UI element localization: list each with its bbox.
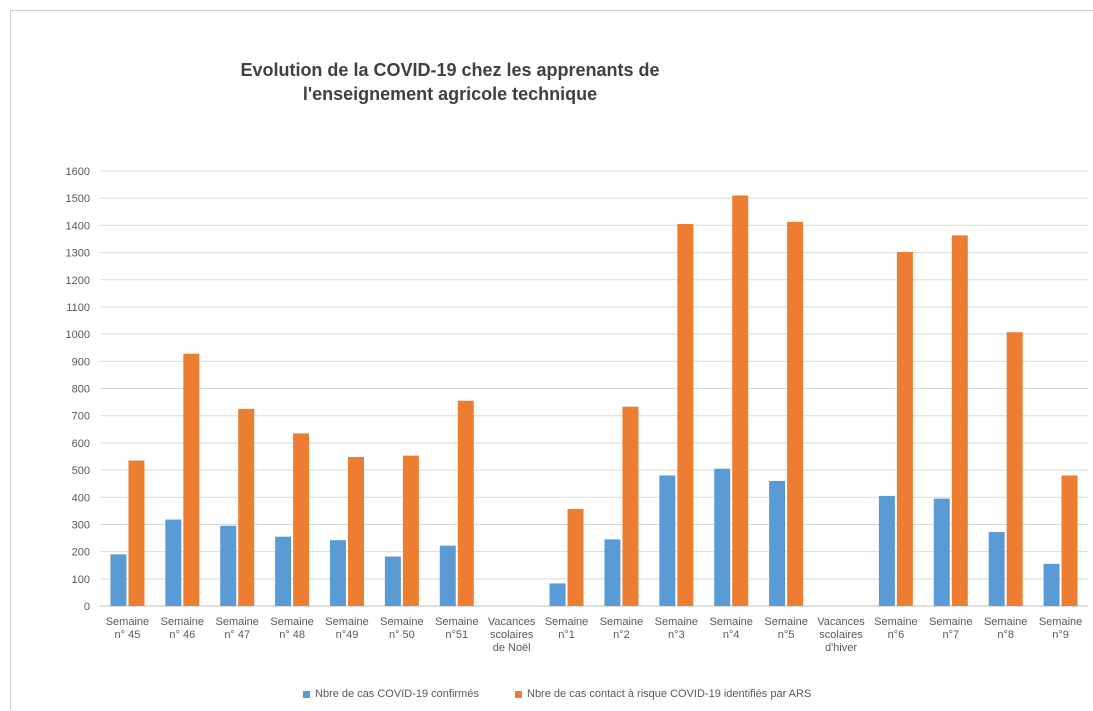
bar-confirmed bbox=[384, 556, 401, 606]
x-tick-label: Semaine bbox=[929, 616, 972, 628]
x-tick-label: Semaine bbox=[325, 616, 368, 628]
bar-confirmed bbox=[549, 583, 566, 606]
x-tick-label: n°51 bbox=[445, 629, 468, 641]
y-tick-label: 500 bbox=[72, 465, 90, 477]
bar-contact bbox=[896, 252, 913, 607]
bar-confirmed bbox=[220, 525, 237, 606]
y-tick-label: 1400 bbox=[66, 220, 90, 232]
bar-contact bbox=[348, 457, 364, 606]
y-tick-label: 1100 bbox=[66, 302, 90, 314]
bar-contact bbox=[732, 195, 749, 606]
y-tick-label: 800 bbox=[72, 384, 90, 396]
x-tick-label: Semaine bbox=[874, 616, 917, 628]
x-tick-label: Semaine bbox=[984, 616, 1027, 628]
bar-contact bbox=[128, 460, 145, 606]
x-tick-label: Semaine bbox=[216, 616, 259, 628]
y-tick-label: 700 bbox=[72, 411, 90, 423]
y-tick-label: 1500 bbox=[66, 193, 90, 205]
legend-swatch bbox=[515, 690, 522, 698]
bar-contact bbox=[1061, 475, 1078, 606]
x-tick-label: Semaine bbox=[106, 616, 149, 628]
x-tick-label: Semaine bbox=[380, 616, 423, 628]
x-tick-label: Semaine bbox=[764, 616, 807, 628]
x-tick-label: Vacances bbox=[488, 616, 536, 628]
x-tick-label: n°2 bbox=[613, 629, 630, 641]
bar-confirmed bbox=[165, 519, 182, 606]
bar-confirmed bbox=[878, 495, 895, 606]
x-tick-label: de Noël bbox=[493, 642, 531, 654]
y-tick-label: 900 bbox=[72, 356, 90, 368]
bar-confirmed bbox=[988, 532, 1005, 606]
chart-frame bbox=[10, 10, 1093, 710]
x-tick-label: n° 50 bbox=[389, 629, 415, 641]
y-tick-label: 0 bbox=[84, 601, 90, 613]
bar-contact bbox=[677, 224, 694, 606]
legend-swatch bbox=[303, 690, 310, 698]
x-tick-label: scolaires bbox=[819, 629, 863, 641]
bar-contact bbox=[567, 508, 584, 606]
x-tick-label: Semaine bbox=[270, 616, 313, 628]
x-tick-label: scolaires bbox=[490, 629, 534, 641]
bar-contact bbox=[457, 400, 474, 606]
bar-contact bbox=[1006, 332, 1023, 606]
y-tick-label: 200 bbox=[72, 547, 90, 559]
bar-contact bbox=[238, 408, 255, 606]
legend-label: Nbre de cas COVID-19 confirmés bbox=[315, 688, 479, 700]
chart-title-line-1: Evolution de la COVID-19 chez les appren… bbox=[240, 60, 660, 80]
x-tick-label: n° 46 bbox=[169, 629, 195, 641]
y-tick-label: 400 bbox=[72, 492, 90, 504]
x-tick-label: n°9 bbox=[1052, 629, 1069, 641]
x-tick-label: Semaine bbox=[1039, 616, 1082, 628]
x-tick-label: Semaine bbox=[435, 616, 478, 628]
x-tick-label: Semaine bbox=[600, 616, 643, 628]
x-tick-label: n°49 bbox=[336, 629, 359, 641]
bar-confirmed bbox=[769, 480, 786, 606]
bar-confirmed bbox=[330, 540, 346, 606]
x-tick-label: Semaine bbox=[710, 616, 753, 628]
bar-confirmed bbox=[110, 554, 127, 606]
x-tick-label: Vacances bbox=[817, 616, 865, 628]
y-tick-label: 1300 bbox=[66, 248, 90, 260]
y-tick-label: 300 bbox=[72, 519, 90, 531]
chart-title-line-2: l'enseignement agricole technique bbox=[302, 84, 598, 104]
x-tick-label: Semaine bbox=[655, 616, 698, 628]
bar-contact bbox=[402, 455, 419, 606]
x-tick-label: n°7 bbox=[942, 629, 959, 641]
bar-contact bbox=[183, 353, 200, 606]
bar-confirmed bbox=[933, 498, 950, 606]
bar-confirmed bbox=[604, 539, 621, 606]
bar-confirmed bbox=[1043, 563, 1060, 606]
x-tick-label: n°1 bbox=[558, 629, 575, 641]
x-tick-label: n°3 bbox=[668, 629, 685, 641]
bar-contact bbox=[622, 406, 639, 606]
x-tick-label: d'hiver bbox=[825, 642, 857, 654]
legend-label: Nbre de cas contact à risque COVID-19 id… bbox=[527, 688, 812, 700]
y-tick-label: 1200 bbox=[66, 275, 90, 287]
chart-legend: Nbre de cas COVID-19 confirmés Nbre de ca… bbox=[0, 688, 1093, 704]
y-tick-label: 600 bbox=[72, 438, 90, 450]
bar-confirmed bbox=[275, 536, 292, 606]
x-tick-label: n° 48 bbox=[279, 629, 305, 641]
x-tick-label: n° 47 bbox=[224, 629, 250, 641]
legend-item: Nbre de cas COVID-19 confirmés bbox=[303, 688, 479, 700]
bar-contact bbox=[951, 235, 968, 606]
x-tick-label: Semaine bbox=[161, 616, 204, 628]
bar-confirmed bbox=[439, 545, 456, 606]
bar-contact bbox=[293, 433, 310, 606]
y-tick-label: 1600 bbox=[66, 166, 90, 178]
y-tick-label: 1000 bbox=[66, 329, 90, 341]
chart-title: Evolution de la COVID-19 chez les appren… bbox=[200, 58, 700, 106]
x-tick-label: n°4 bbox=[723, 629, 740, 641]
x-tick-label: n°8 bbox=[997, 629, 1014, 641]
x-tick-label: n°6 bbox=[888, 629, 905, 641]
bar-confirmed bbox=[659, 475, 676, 606]
y-tick-label: 100 bbox=[72, 574, 90, 586]
x-tick-label: Semaine bbox=[545, 616, 588, 628]
bar-confirmed bbox=[714, 468, 731, 606]
legend-item: Nbre de cas contact à risque COVID-19 id… bbox=[515, 688, 811, 700]
x-tick-label: n°5 bbox=[778, 629, 795, 641]
x-tick-label: n° 45 bbox=[115, 629, 141, 641]
bar-contact bbox=[787, 221, 804, 606]
